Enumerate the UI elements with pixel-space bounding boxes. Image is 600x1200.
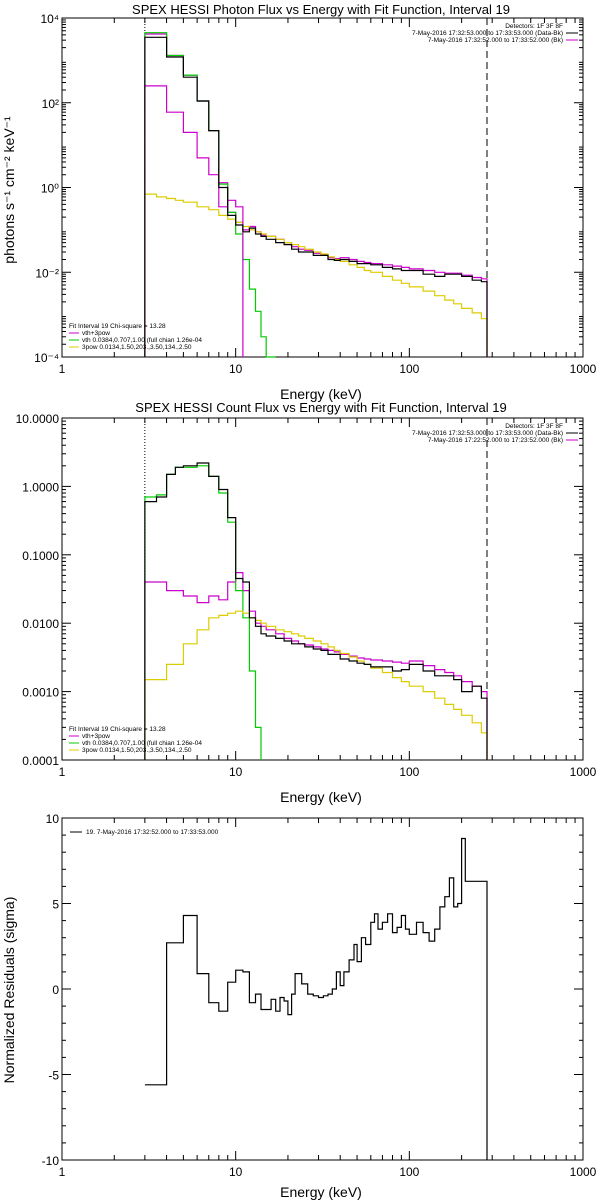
photon-flux-title: SPEX HESSI Photon Flux vs Energy with Fi…: [132, 2, 510, 17]
legend-bottom-left-line: vth+3pow: [82, 330, 110, 337]
x-tick-label: 10: [229, 362, 243, 376]
series-data-bk: [144, 462, 488, 760]
y-tick-label: 0.1000: [22, 549, 59, 563]
legend-top-right-line: Detectors: 1F 3F 8F: [505, 423, 563, 430]
y-tick-label: 0: [52, 983, 59, 997]
photon-flux-ylabel: photons s⁻¹ cm⁻² keV⁻¹: [1, 116, 17, 264]
legend-top-right-line: 7-May-2016 17:32:53.000 to 17:33:53.000 …: [412, 30, 563, 37]
y-tick-label: 5: [52, 898, 59, 912]
legend-bottom-left-line: 3pow 0.0134,1.50,203.,3.50,134.,2.50: [82, 344, 192, 351]
y-tick-label: 10⁰: [41, 182, 59, 196]
plot-frame: [61, 817, 584, 1161]
x-tick-label: 1: [59, 1165, 66, 1179]
y-tick-label: 10.0000: [16, 412, 60, 426]
legend-bottom-left-line: Fit Interval 19 Chi-square = 13.28: [69, 726, 166, 733]
count-flux-xlabel: Energy (keV): [280, 789, 362, 805]
legend-bottom-left-line: vth 0.0384,0.707,1.00 (full chian 1.26e-…: [82, 740, 202, 747]
x-tick-label: 1: [59, 362, 66, 376]
plot-frame: [61, 417, 584, 761]
y-tick-label: 10²: [42, 97, 59, 111]
x-tick-label: 100: [399, 1165, 419, 1179]
y-tick-label: 10⁻²: [35, 266, 59, 280]
series-vth-3pow: [144, 572, 488, 760]
count-flux-panel: SPEX HESSI Count Flux vs Energy with Fit…: [16, 400, 597, 805]
y-tick-label: 10⁻⁴: [34, 351, 59, 365]
x-tick-label: 1: [59, 765, 66, 779]
photon-flux-xlabel: Energy (keV): [280, 386, 362, 402]
y-tick-label: 10: [46, 812, 60, 826]
legend-top-right-line: 7-May-2016 17:32:53.000 to 17:33:53.000 …: [412, 430, 563, 437]
legend-top-left-line: 19. 7-May-2016 17:32:52.000 to 17:33:53.…: [86, 829, 219, 836]
y-tick-label: 1.0000: [22, 480, 59, 494]
legend-top-right-line: 7-May-2016 17:32:52.000 to 17:33:52.000 …: [428, 37, 563, 44]
series-3pow: [144, 193, 488, 357]
y-tick-label: 0.0010: [22, 686, 59, 700]
x-tick-label: 1000: [570, 765, 597, 779]
series-residual: [144, 837, 488, 1160]
x-tick-label: 100: [399, 362, 419, 376]
x-tick-label: 10: [229, 765, 243, 779]
count-flux-title: SPEX HESSI Count Flux vs Energy with Fit…: [135, 400, 506, 415]
residuals-ylabel: Normalized Residuals (sigma): [1, 897, 17, 1084]
x-tick-label: 10: [229, 1165, 243, 1179]
y-tick-label: -5: [48, 1069, 59, 1083]
residuals-panel: Energy (keV) Normalized Residuals (sigma…: [1, 812, 597, 1200]
y-tick-label: 0.0100: [22, 617, 59, 631]
series-vth-3pow: [144, 33, 488, 357]
y-tick-label: -10: [42, 1154, 60, 1168]
series-3pow: [144, 610, 488, 760]
x-tick-label: 100: [399, 765, 419, 779]
series-data-bk: [144, 36, 488, 357]
series-pink-lower: [144, 85, 244, 357]
y-tick-label: 0.0001: [22, 754, 59, 768]
series-vth: [144, 32, 276, 358]
legend-top-right-line: 7-May-2016 17:22:52.000 to 17:23:52.000 …: [428, 437, 563, 444]
photon-flux-panel: SPEX HESSI Photon Flux vs Energy with Fi…: [1, 2, 597, 402]
residuals-xlabel: Energy (keV): [280, 1184, 362, 1200]
x-tick-label: 1000: [570, 1165, 597, 1179]
x-tick-label: 1000: [570, 362, 597, 376]
plot-frame: [61, 17, 584, 358]
legend-bottom-left-line: 3pow 0.0134,1.50,203.,3.50,134.,2.50: [82, 747, 192, 754]
legend-bottom-left-line: Fit Interval 19 Chi-square = 13.28: [69, 323, 166, 330]
legend-bottom-left-line: vth+3pow: [82, 733, 110, 740]
legend-bottom-left-line: vth 0.0384,0.707,1.00 (full chian 1.26e-…: [82, 337, 202, 344]
legend-top-right-line: Detectors: 1F 3F 8F: [505, 23, 563, 30]
y-tick-label: 10⁴: [40, 12, 59, 26]
